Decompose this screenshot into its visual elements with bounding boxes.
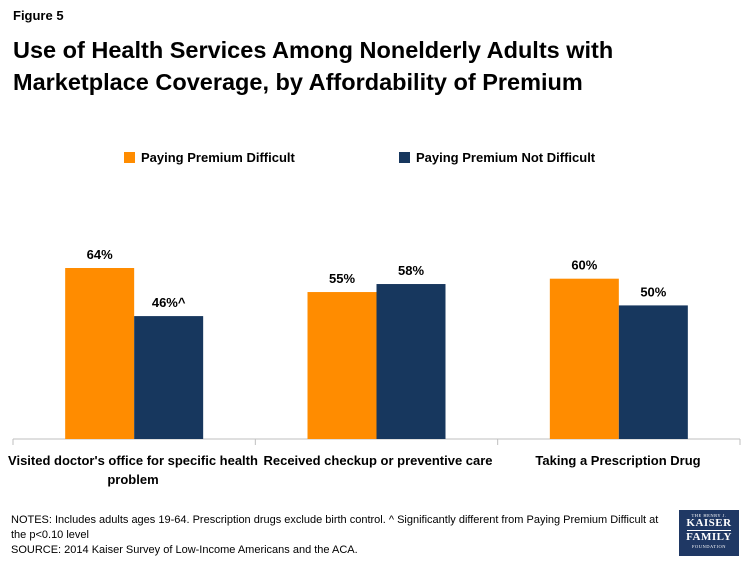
legend-label-not-difficult: Paying Premium Not Difficult	[416, 150, 596, 165]
legend-swatch-not-difficult	[399, 152, 410, 163]
category-label-prescription: Taking a Prescription Drug	[535, 453, 701, 468]
data-label-difficult-1: 55%	[329, 271, 355, 286]
bar-not-difficult-0	[134, 316, 204, 439]
logo-line3: FAMILY	[686, 531, 732, 543]
bar-difficult-1	[307, 292, 377, 439]
legend: Paying Premium Difficult Paying Premium …	[0, 150, 750, 170]
bar-difficult-0	[65, 268, 135, 439]
category-label-checkup: Received checkup or preventive care	[263, 453, 493, 468]
legend-label-difficult: Paying Premium Difficult	[141, 150, 295, 165]
data-label-not-difficult-0: 46%^	[152, 295, 186, 310]
data-label-not-difficult-2: 50%	[640, 284, 666, 299]
legend-swatch-difficult	[124, 152, 135, 163]
bar-not-difficult-1	[376, 284, 446, 439]
kff-logo: THE HENRY J. KAISER FAMILY FOUNDATION	[679, 510, 739, 556]
bar-difficult-2	[549, 278, 619, 439]
legend-item-difficult: Paying Premium Difficult	[124, 150, 295, 165]
logo-divider	[687, 530, 731, 531]
figure-label: Figure 5	[13, 8, 64, 23]
logo-line1: THE HENRY J.	[691, 513, 727, 518]
data-label-not-difficult-1: 58%	[398, 263, 424, 278]
data-label-difficult-2: 60%	[571, 258, 597, 273]
chart-title: Use of Health Services Among Nonelderly …	[13, 37, 614, 95]
logo-line2: KAISER	[686, 517, 732, 529]
notes-text: NOTES: Includes adults ages 19-64. Presc…	[11, 514, 659, 541]
category-label-doctor-visit: Visited doctor's office for specific hea…	[8, 453, 258, 487]
bar-not-difficult-2	[618, 305, 688, 439]
logo-line4: FOUNDATION	[692, 544, 726, 549]
source-text: SOURCE: 2014 Kaiser Survey of Low-Income…	[11, 544, 358, 556]
data-label-difficult-0: 64%	[87, 247, 113, 262]
legend-item-not-difficult: Paying Premium Not Difficult	[399, 150, 595, 165]
notes: NOTES: Includes adults ages 19-64. Presc…	[11, 513, 661, 558]
